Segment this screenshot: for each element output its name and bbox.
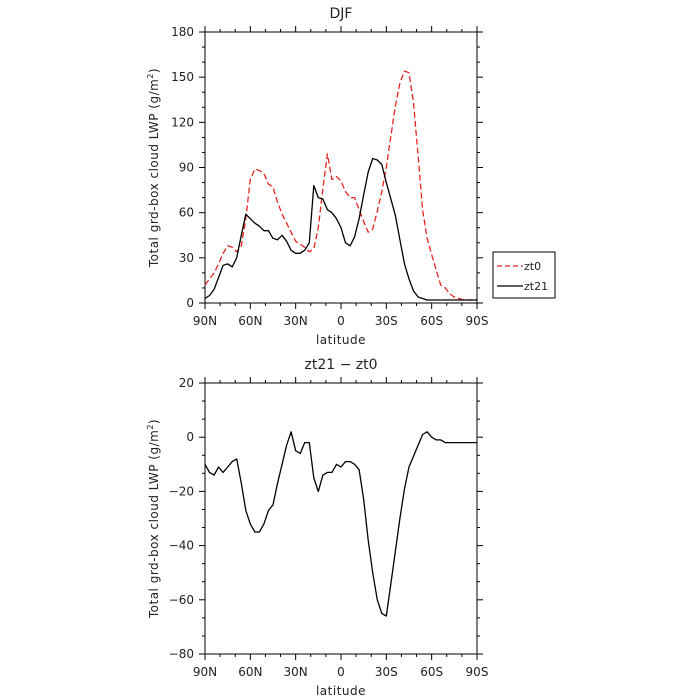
plot1-y-tick-label: 180 [171, 25, 194, 39]
plot2-x-tick-label: 0 [337, 665, 345, 679]
plot1-y-tick-label: 0 [186, 296, 194, 310]
plot1-y-tick-label: 90 [179, 161, 194, 175]
plot2-y-tick-label: 0 [186, 430, 194, 444]
plot1-x-tick-label: 90S [466, 314, 489, 328]
plot2-x-tick-label: 30N [284, 665, 308, 679]
plot2-series-difference-line [204, 431, 477, 617]
legend-label-zt0: zt0 [524, 260, 541, 273]
plot1-x-tick-label: 60N [238, 314, 262, 328]
plot1-y-tick-label: 30 [179, 251, 194, 265]
plot1-x-tick-label: 0 [337, 314, 345, 328]
plot1-ticks [199, 26, 483, 309]
plot2-x-tick-label: 90S [466, 665, 489, 679]
plot2-y-tick-label: −60 [169, 593, 194, 607]
plot1-series-zt21-line [204, 157, 477, 301]
plot1-x-tick-label: 60S [420, 314, 443, 328]
plot2-x-tick-label: 90N [193, 665, 217, 679]
plot2-x-tick-label: 60S [420, 665, 443, 679]
plot1-y-tick-label: 60 [179, 206, 194, 220]
plot2-y-tick-label: −20 [169, 484, 194, 498]
plot2: zt21 − zt0 90N 60N 30N 0 30S 60S 90S −80 −60 −40 −2… [146, 357, 488, 698]
plot1-title: DJF [330, 6, 353, 22]
plot2-x-axis-title: latitude [316, 684, 366, 698]
plot1-y-tick-label: 120 [171, 115, 194, 129]
plot1-y-tick-label: 150 [171, 70, 194, 84]
plot2-y-tick-label: −40 [169, 539, 194, 553]
plot1-series-zt0-line [204, 70, 477, 301]
plot1-legend: zt0 zt21 [492, 251, 556, 299]
plot2-x-tick-label: 30S [375, 665, 398, 679]
plot2-title: zt21 − zt0 [304, 357, 377, 373]
plot1-x-tick-label: 90N [193, 314, 217, 328]
plot2-y-tick-label: −80 [169, 647, 194, 661]
plot1-x-tick-label: 30S [375, 314, 398, 328]
plot1-y-axis-title: Total grd-box cloud LWP (g/m2) [146, 68, 161, 268]
plot1: DJF 90N 60N 30N 0 30S 60S 90S 0 30 60 90 120 150 180 la… [146, 6, 556, 347]
plot1-x-axis-title: latitude [316, 333, 366, 347]
plot2-y-tick-label: 20 [179, 376, 194, 390]
plot2-ticks [199, 377, 483, 660]
plot2-x-tick-label: 60N [238, 665, 262, 679]
plot1-frame [204, 31, 478, 304]
legend-box [492, 251, 556, 299]
legend-label-zt21: zt21 [524, 280, 548, 293]
plot2-frame [204, 382, 478, 655]
plot2-y-axis-title: Total grd-box cloud LWP (g/m2) [146, 419, 161, 619]
plot1-x-tick-label: 30N [284, 314, 308, 328]
